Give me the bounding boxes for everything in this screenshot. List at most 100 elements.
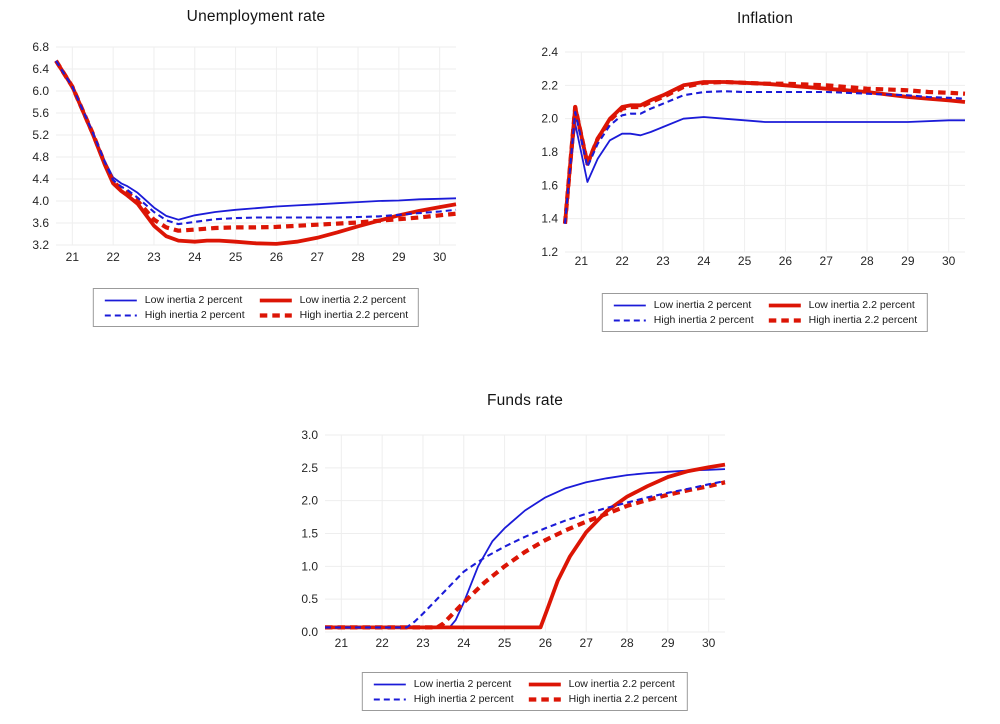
legend-item-label: Low inertia 2 percent (413, 678, 512, 690)
y-tick-label: 3.2 (32, 238, 49, 252)
legend-box: Low inertia 2 percent Low inertia 2.2 per… (361, 672, 689, 711)
x-tick-label: 29 (661, 636, 675, 650)
legend-item-label: High inertia 2.2 percent (299, 309, 409, 321)
x-tick-label: 24 (188, 250, 202, 264)
tick-labels: 3.2 3.6 4.0 4.4 4.8 5.2 5.6 6.0 6.4 6.8 21 22 23 24 25… (32, 40, 446, 264)
x-tick-label: 29 (901, 254, 915, 268)
chart-inflation: Inflation 1.2 1.4 1.6 1.8 2.0 2.2 2.4 21 22 23 24 2… (500, 0, 1000, 345)
legend-item: High inertia 2 percent (613, 314, 754, 326)
y-tick-label: 1.2 (541, 245, 558, 259)
x-tick-label: 26 (779, 254, 793, 268)
legend-item: Low inertia 2 percent (613, 299, 754, 311)
series-line-red-dashed (325, 480, 726, 630)
y-tick-label: 2.2 (541, 78, 558, 92)
series-line-red-dashed (54, 59, 457, 233)
legend-item-label: Low inertia 2 percent (653, 299, 752, 311)
tick-labels: 1.2 1.4 1.6 1.8 2.0 2.2 2.4 21 22 23 24 25 26 27 28 29 3… (541, 45, 955, 268)
x-tick-label: 26 (270, 250, 284, 264)
x-tick-label: 28 (620, 636, 634, 650)
y-tick-label: 2.0 (301, 494, 318, 508)
x-tick-label: 25 (498, 636, 512, 650)
x-tick-label: 30 (433, 250, 447, 264)
legend-sample-red-dashed (768, 317, 801, 323)
y-tick-label: 0.5 (301, 592, 318, 606)
legend-item-label: High inertia 2 percent (653, 314, 754, 326)
series-line-blue-dashed (563, 90, 966, 224)
y-tick-label: 1.6 (541, 178, 558, 192)
legend-item: High inertia 2 percent (373, 693, 514, 705)
legend-sample-red-dashed (259, 312, 292, 318)
legend-item: Low inertia 2 percent (104, 294, 245, 306)
y-tick-label: 1.0 (301, 559, 318, 573)
series-line-red-dashed (562, 79, 966, 224)
x-tick-label: 30 (702, 636, 716, 650)
x-tick-label: 24 (457, 636, 471, 650)
y-tick-label: 0.0 (301, 625, 318, 639)
x-tick-label: 21 (66, 250, 80, 264)
legend-sample-red-solid (528, 682, 561, 686)
legend-item: High inertia 2.2 percent (768, 314, 917, 326)
y-tick-label: 2.0 (541, 112, 558, 126)
y-tick-label: 6.0 (32, 84, 49, 98)
series-line-blue-dashed (55, 60, 457, 226)
x-tick-label: 23 (416, 636, 430, 650)
x-tick-label: 21 (575, 254, 589, 268)
tick-labels: 0.0 0.5 1.0 1.5 2.0 2.5 3.0 21 22 23 24 25 26 27 28 29 3… (301, 428, 715, 650)
y-tick-label: 4.8 (32, 150, 49, 164)
legend-item-label: Low inertia 2.2 percent (568, 678, 675, 690)
x-tick-label: 21 (335, 636, 349, 650)
legend-box: Low inertia 2 percent Low inertia 2.2 per… (92, 288, 420, 327)
y-tick-label: 4.0 (32, 194, 49, 208)
y-tick-label: 3.0 (301, 428, 318, 442)
x-tick-label: 27 (820, 254, 834, 268)
series-line-blue-dashed (325, 479, 726, 629)
x-tick-label: 29 (392, 250, 406, 264)
y-tick-label: 1.5 (301, 527, 318, 541)
x-tick-label: 27 (311, 250, 325, 264)
inflation-plot-canvas: 1.2 1.4 1.6 1.8 2.0 2.2 2.4 21 22 23 24 25 26 27 28 29 3… (541, 45, 966, 268)
y-tick-label: 6.4 (32, 62, 49, 76)
legend-item-label: Low inertia 2.2 percent (808, 299, 915, 311)
funds-plot-canvas: 0.0 0.5 1.0 1.5 2.0 2.5 3.0 21 22 23 24 25 26 27 28 29 3… (301, 428, 726, 650)
y-tick-label: 5.2 (32, 128, 49, 142)
legend-item-label: High inertia 2 percent (144, 309, 245, 321)
legend-sample-blue-dashed (613, 318, 646, 322)
chart-funds: Funds rate 0.0 0.5 1.0 1.5 2.0 2.5 3.0 21 22 23 24… (230, 385, 770, 724)
chart-unemployment: Unemployment rate 3.2 3.6 4.0 4.4 4.8 5.2 5.6 6… (0, 0, 500, 345)
legend-item-label: High inertia 2 percent (413, 693, 514, 705)
series-line-red-solid (563, 80, 966, 224)
series-line-blue-solid (564, 116, 965, 224)
chart-title: Funds rate (486, 392, 564, 409)
legend-item-label: High inertia 2.2 percent (568, 693, 678, 705)
x-tick-label: 22 (375, 636, 389, 650)
legend-sample-blue-solid (104, 299, 137, 301)
legend-item: Low inertia 2.2 percent (528, 678, 678, 690)
legend-sample-red-dashed (528, 696, 561, 702)
x-tick-label: 22 (106, 250, 120, 264)
y-tick-label: 2.5 (301, 461, 318, 475)
x-tick-label: 22 (615, 254, 629, 268)
x-tick-label: 27 (580, 636, 594, 650)
legend-sample-blue-dashed (104, 313, 137, 317)
x-tick-label: 24 (697, 254, 711, 268)
legend-item-label: Low inertia 2.2 percent (299, 294, 406, 306)
y-tick-label: 4.4 (32, 172, 49, 186)
series-line-red-solid (325, 462, 726, 630)
gridlines (325, 434, 725, 633)
series-line-blue-solid (325, 468, 726, 629)
y-tick-label: 1.4 (541, 212, 558, 226)
legend-item-label: Low inertia 2 percent (144, 294, 243, 306)
legend-sample-red-solid (768, 303, 801, 307)
legend-item: High inertia 2.2 percent (528, 693, 678, 705)
legend-item: Low inertia 2.2 percent (259, 294, 409, 306)
chart-title: Inflation (736, 10, 794, 27)
legend-sample-blue-solid (373, 683, 406, 685)
x-tick-label: 23 (147, 250, 161, 264)
series-line-blue-solid (55, 60, 457, 221)
x-tick-label: 25 (229, 250, 243, 264)
legend-sample-red-solid (259, 298, 292, 302)
chart-title: Unemployment rate (186, 8, 326, 25)
x-tick-label: 28 (860, 254, 874, 268)
y-tick-label: 3.6 (32, 216, 49, 230)
